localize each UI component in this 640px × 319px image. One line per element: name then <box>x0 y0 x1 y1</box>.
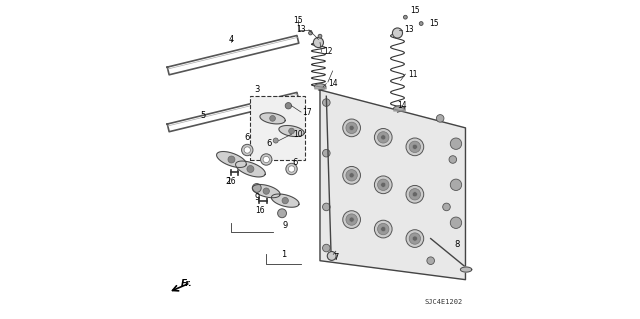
Circle shape <box>378 223 389 235</box>
Circle shape <box>252 183 261 192</box>
Text: 14: 14 <box>397 101 407 110</box>
Circle shape <box>241 144 253 156</box>
Circle shape <box>349 173 354 178</box>
Text: 5: 5 <box>200 111 205 120</box>
Circle shape <box>409 141 420 152</box>
Circle shape <box>409 189 420 200</box>
Circle shape <box>412 192 417 197</box>
Circle shape <box>392 28 403 38</box>
Circle shape <box>323 149 330 157</box>
Polygon shape <box>320 90 465 280</box>
Text: Fr.: Fr. <box>181 279 193 288</box>
FancyBboxPatch shape <box>250 96 305 160</box>
Circle shape <box>263 156 269 163</box>
Circle shape <box>269 115 275 121</box>
Circle shape <box>378 179 389 190</box>
Circle shape <box>343 167 360 184</box>
Text: 15: 15 <box>293 16 303 25</box>
Circle shape <box>419 22 423 26</box>
Circle shape <box>247 166 254 173</box>
Circle shape <box>308 31 312 35</box>
Circle shape <box>443 203 451 211</box>
Text: SJC4E1202: SJC4E1202 <box>424 299 462 305</box>
Circle shape <box>285 103 292 109</box>
Polygon shape <box>236 161 266 177</box>
Circle shape <box>378 132 389 143</box>
Circle shape <box>346 122 357 134</box>
Circle shape <box>323 99 330 106</box>
Circle shape <box>228 156 235 163</box>
Text: 6: 6 <box>244 133 250 142</box>
Circle shape <box>406 230 424 248</box>
Circle shape <box>406 138 424 156</box>
Circle shape <box>327 251 336 260</box>
Text: 13: 13 <box>296 25 306 34</box>
Circle shape <box>346 214 357 225</box>
Text: 6: 6 <box>267 139 272 148</box>
Circle shape <box>374 129 392 146</box>
Circle shape <box>346 170 357 181</box>
Circle shape <box>286 163 297 175</box>
Text: 4: 4 <box>229 35 234 44</box>
Text: 16: 16 <box>227 177 236 186</box>
Text: 11: 11 <box>408 70 418 78</box>
Circle shape <box>406 185 424 203</box>
Circle shape <box>273 138 278 143</box>
Circle shape <box>451 217 461 228</box>
Text: 9: 9 <box>283 221 288 230</box>
Text: 14: 14 <box>328 79 337 88</box>
Text: 1: 1 <box>281 250 286 259</box>
Circle shape <box>427 257 435 264</box>
Circle shape <box>451 179 461 190</box>
Circle shape <box>349 217 354 222</box>
Circle shape <box>244 147 250 153</box>
Circle shape <box>412 236 417 241</box>
Circle shape <box>314 37 323 48</box>
Text: 17: 17 <box>303 108 312 116</box>
Circle shape <box>374 176 392 194</box>
Circle shape <box>381 226 386 232</box>
Text: 3: 3 <box>254 85 259 94</box>
Polygon shape <box>271 194 299 207</box>
Polygon shape <box>260 113 285 124</box>
Circle shape <box>323 203 330 211</box>
Circle shape <box>343 119 360 137</box>
Circle shape <box>403 15 407 19</box>
Circle shape <box>343 211 360 228</box>
Circle shape <box>381 182 386 187</box>
Text: 10: 10 <box>293 130 303 139</box>
Text: 15: 15 <box>429 19 438 28</box>
Circle shape <box>289 128 294 134</box>
Text: 15: 15 <box>410 6 420 15</box>
Polygon shape <box>279 126 304 137</box>
Circle shape <box>260 154 272 165</box>
Circle shape <box>318 34 322 38</box>
Text: 8: 8 <box>455 241 460 249</box>
Circle shape <box>374 220 392 238</box>
Text: 16: 16 <box>255 206 265 215</box>
Text: 9: 9 <box>254 193 259 202</box>
Circle shape <box>412 144 417 149</box>
Circle shape <box>349 125 354 130</box>
Polygon shape <box>252 184 280 198</box>
Circle shape <box>409 233 420 244</box>
Circle shape <box>449 156 456 163</box>
Text: 2: 2 <box>226 177 231 186</box>
Circle shape <box>263 188 269 194</box>
Text: 7: 7 <box>333 253 339 262</box>
Circle shape <box>436 115 444 122</box>
Polygon shape <box>460 267 472 272</box>
Text: 12: 12 <box>323 48 333 56</box>
Circle shape <box>289 166 294 172</box>
Polygon shape <box>216 152 246 167</box>
Text: 6: 6 <box>292 158 298 167</box>
Circle shape <box>278 209 287 218</box>
Circle shape <box>282 197 289 204</box>
Circle shape <box>323 244 330 252</box>
Circle shape <box>381 135 386 140</box>
Text: 13: 13 <box>404 25 413 34</box>
Circle shape <box>451 138 461 149</box>
